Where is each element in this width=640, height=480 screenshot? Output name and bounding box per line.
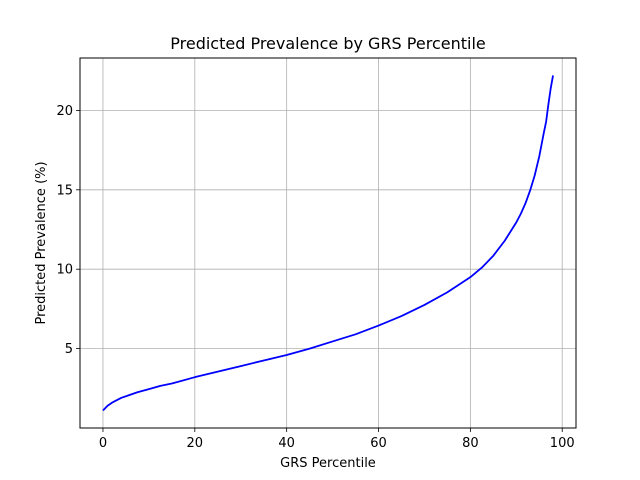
y-tick-label: 20 bbox=[56, 104, 73, 119]
y-tick-label: 10 bbox=[56, 263, 73, 278]
x-tick-label: 0 bbox=[99, 436, 107, 451]
chart-title: Predicted Prevalence by GRS Percentile bbox=[170, 34, 485, 53]
x-tick-label: 20 bbox=[187, 436, 204, 451]
plot-frame bbox=[79, 57, 577, 429]
y-tick-label: 15 bbox=[56, 183, 73, 198]
y-axis-label: Predicted Prevalence (%) bbox=[34, 161, 49, 324]
x-axis-label: GRS Percentile bbox=[280, 456, 376, 471]
x-tick-label: 60 bbox=[370, 436, 387, 451]
grid bbox=[80, 58, 576, 428]
x-tick-label: 100 bbox=[550, 436, 575, 451]
y-tick-label: 5 bbox=[65, 342, 73, 357]
series-line bbox=[102, 75, 554, 412]
x-tick-label: 40 bbox=[278, 436, 295, 451]
ticks: 0 20 40 60 80 100 5 10 15 20 bbox=[56, 104, 574, 451]
x-tick-label: 80 bbox=[462, 436, 479, 451]
series-layer bbox=[102, 75, 554, 412]
